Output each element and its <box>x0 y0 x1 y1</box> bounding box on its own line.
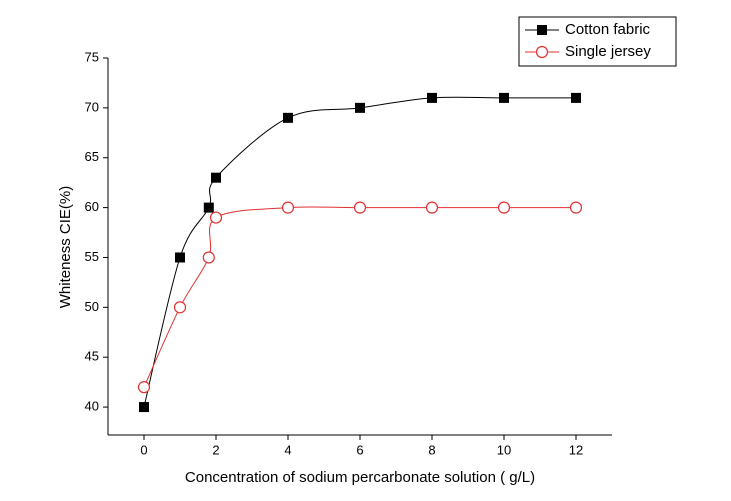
marker <box>211 172 221 183</box>
x-tick-label: 10 <box>497 442 511 457</box>
marker <box>281 201 295 214</box>
marker <box>173 301 187 314</box>
y-tick-label: 45 <box>85 349 99 364</box>
legend-marker <box>535 45 549 59</box>
y-tick-label: 65 <box>85 149 99 164</box>
x-tick-label: 12 <box>569 442 583 457</box>
marker <box>139 402 149 413</box>
x-axis-label: Concentration of sodium percarbonate sol… <box>185 469 535 486</box>
marker <box>209 211 223 224</box>
legend-label: Cotton fabric <box>565 21 651 38</box>
y-tick-label: 40 <box>85 399 99 414</box>
marker <box>355 102 365 113</box>
legend-marker <box>537 25 547 35</box>
y-tick-label: 55 <box>85 249 99 264</box>
marker <box>203 202 214 213</box>
marker <box>283 112 293 123</box>
marker <box>202 251 215 264</box>
y-tick-label: 75 <box>85 49 99 64</box>
y-tick-label: 70 <box>85 99 99 114</box>
marker <box>175 252 185 263</box>
x-tick-label: 8 <box>428 442 435 457</box>
marker <box>137 381 151 394</box>
marker <box>571 92 581 103</box>
series-line <box>143 206 576 388</box>
marker <box>353 201 367 214</box>
x-tick-label: 2 <box>212 442 219 457</box>
legend-label: Single jersey <box>565 43 651 60</box>
y-axis-label: Whiteness CIE(%) <box>57 186 74 309</box>
marker <box>425 201 439 214</box>
marker <box>569 201 583 214</box>
x-tick-label: 0 <box>140 442 147 457</box>
y-tick-label: 60 <box>85 199 99 214</box>
marker <box>427 92 437 103</box>
marker <box>497 201 511 214</box>
y-tick-label: 50 <box>85 299 99 314</box>
x-tick-label: 4 <box>284 442 291 457</box>
marker <box>499 92 509 103</box>
x-tick-label: 6 <box>356 442 363 457</box>
